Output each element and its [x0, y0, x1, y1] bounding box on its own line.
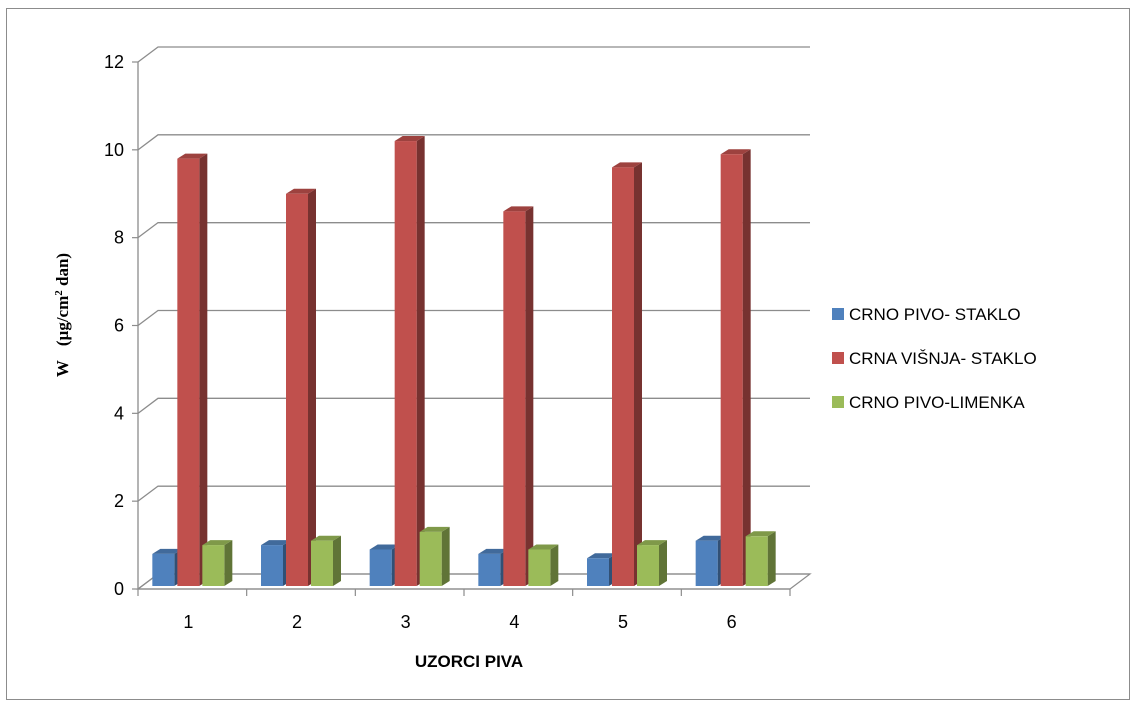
- y-axis-title: W (µg/cm2 dan): [53, 253, 72, 377]
- bar: [311, 535, 341, 586]
- bar: [503, 206, 534, 587]
- x-tick-label: 5: [618, 612, 628, 632]
- bar: [286, 188, 316, 586]
- y-axis-title-sup: 2: [53, 290, 65, 296]
- axes: [132, 61, 791, 596]
- x-axis-title: UZORCI PIVA: [415, 652, 523, 671]
- y-axis-title-unit: (µg/cm: [53, 296, 72, 346]
- bar: [637, 540, 667, 586]
- y-axis-title-prefix: W: [53, 360, 72, 377]
- svg-text:W (µg/cm2 dan): W (µg/cm2 dan): [53, 253, 72, 377]
- legend: CRNO PIVO- STAKLO CRNA VIŠNJA- STAKLO CRNO…: [832, 305, 1037, 412]
- gridline: [137, 309, 810, 327]
- bar: [528, 544, 559, 586]
- x-tick-label: 3: [401, 612, 411, 632]
- y-tick-labels: 0 2 4 6 8 10 12: [104, 52, 124, 599]
- y-tick-label: 6: [114, 316, 124, 336]
- gridline: [137, 397, 810, 414]
- legend-item: CRNO PIVO-LIMENKA: [832, 393, 1025, 412]
- x-tick-labels: 1 2 3 4 5 6: [183, 612, 736, 632]
- legend-item: CRNA VIŠNJA- STAKLO: [832, 349, 1037, 368]
- x-tick-label: 1: [183, 612, 193, 632]
- bar: [394, 136, 425, 587]
- bars: [152, 136, 776, 587]
- legend-label: CRNO PIVO- STAKLO: [849, 305, 1021, 324]
- legend-swatch: [832, 396, 844, 408]
- legend-swatch: [832, 308, 844, 320]
- x-tick-label: 2: [292, 612, 302, 632]
- bar: [612, 162, 642, 586]
- legend-item: CRNO PIVO- STAKLO: [832, 305, 1021, 324]
- bar: [720, 149, 751, 586]
- y-tick-label: 2: [114, 491, 124, 511]
- legend-label: CRNA VIŠNJA- STAKLO: [849, 349, 1037, 368]
- x-tick-label: 6: [727, 612, 737, 632]
- bar: [202, 540, 233, 586]
- gridline: [137, 222, 810, 239]
- y-axis-title-unit-end: dan): [53, 253, 72, 290]
- legend-swatch: [832, 352, 844, 364]
- y-tick-label: 10: [104, 140, 124, 160]
- gridline: [137, 134, 810, 151]
- gridlines: [137, 46, 810, 590]
- x-tick-label: 4: [509, 612, 519, 632]
- y-tick-label: 4: [114, 403, 124, 423]
- gridline: [137, 46, 810, 63]
- bar: [745, 531, 776, 586]
- bar: [177, 153, 208, 586]
- y-tick-label: 8: [114, 228, 124, 248]
- y-tick-label: 12: [104, 52, 124, 72]
- legend-label: CRNO PIVO-LIMENKA: [849, 393, 1025, 412]
- bar: [419, 526, 450, 586]
- y-tick-label: 0: [114, 579, 124, 599]
- gridline: [137, 485, 810, 502]
